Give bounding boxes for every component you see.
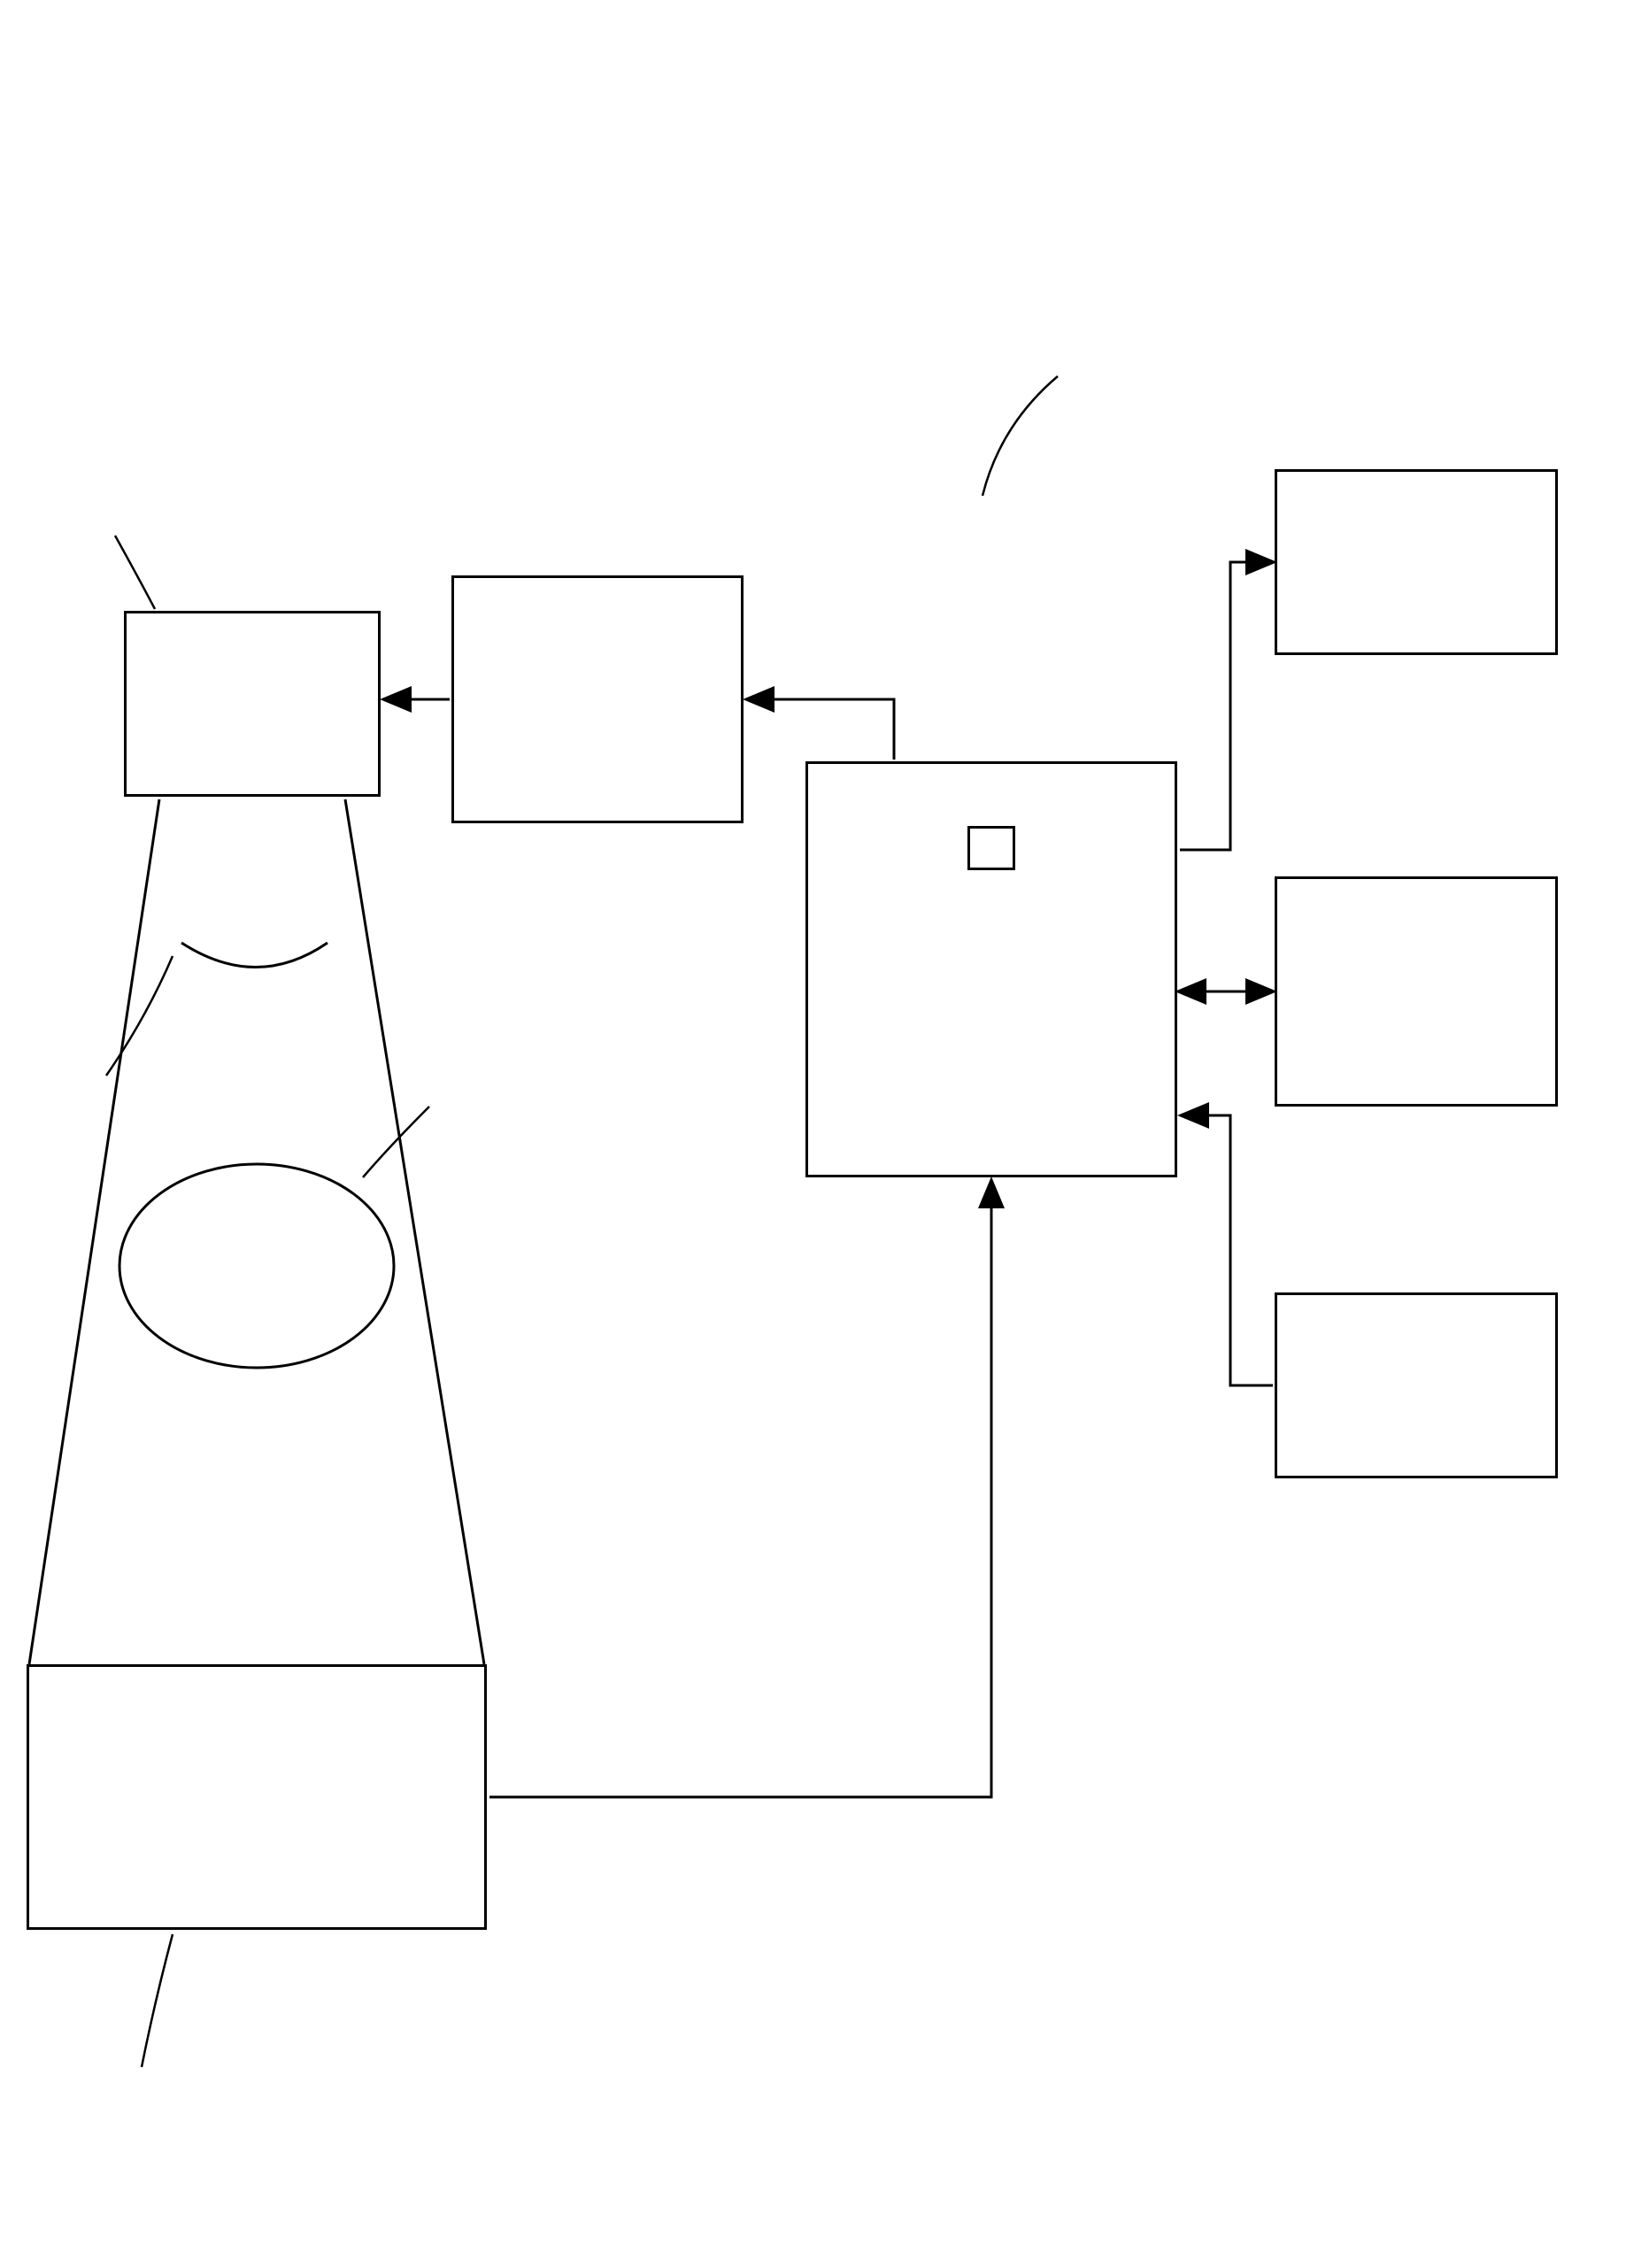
storage-box	[1275, 1292, 1558, 1478]
display-box	[1275, 469, 1558, 655]
source-controller-box	[451, 575, 744, 823]
detector-box	[27, 1664, 487, 1930]
processor-box	[967, 826, 1015, 870]
operator-console-box	[1275, 876, 1558, 1107]
computer-box	[805, 761, 1177, 1177]
xray-source-box	[124, 611, 381, 797]
